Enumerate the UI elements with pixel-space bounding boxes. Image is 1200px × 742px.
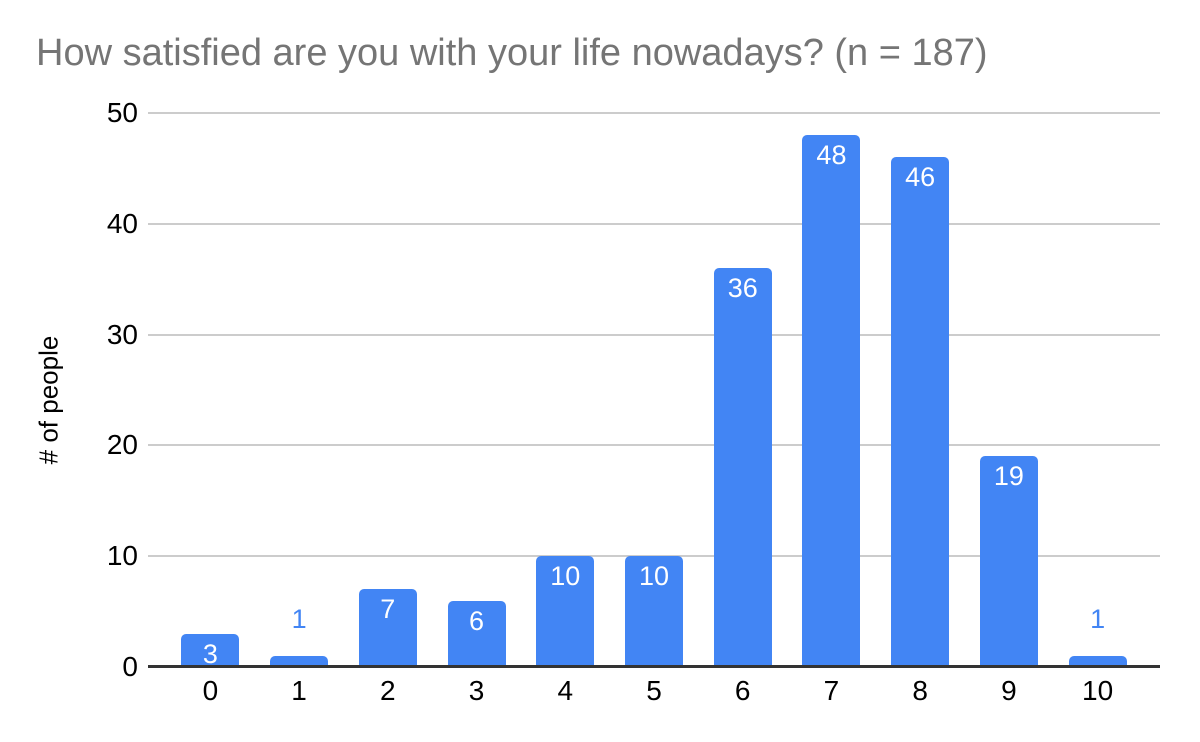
x-tick-label: 10	[1082, 675, 1114, 706]
bar	[181, 633, 240, 667]
bar-value-label: 10	[638, 561, 670, 592]
bar-value-label: 10	[550, 561, 581, 592]
y-tick-label: 0	[122, 651, 138, 682]
bar-value-label: 46	[905, 162, 936, 193]
x-tick-label: 9	[1001, 675, 1017, 706]
x-tick-label: 6	[734, 675, 751, 706]
bar	[625, 556, 683, 667]
bar-value-label: 7	[380, 594, 396, 625]
gridline	[148, 333, 1160, 336]
bar-value-label: 1	[1090, 603, 1106, 634]
bar-value-label: 1	[291, 603, 307, 634]
x-tick-label: 8	[912, 675, 928, 706]
bar-value-label: 36	[727, 273, 758, 304]
gridline	[148, 444, 1160, 447]
x-tick-label: 3	[468, 675, 485, 706]
bar-value-label: 6	[469, 605, 485, 636]
bar	[802, 135, 861, 667]
gridline	[148, 222, 1160, 225]
bar	[270, 655, 329, 667]
x-tick-label: 7	[823, 675, 840, 706]
bar	[979, 456, 1038, 667]
x-tick-label: 2	[380, 675, 396, 706]
y-tick-label: 20	[106, 429, 138, 461]
x-tick-label: 0	[202, 675, 219, 706]
x-axis-line	[148, 665, 1160, 668]
plot-area: 3 1 7 6 10 10 36 48 46 19 1	[148, 112, 1160, 669]
bar	[891, 157, 950, 667]
y-tick-label: 40	[106, 207, 138, 239]
y-tick-label: 30	[106, 318, 138, 350]
bar	[1068, 655, 1127, 667]
x-tick-label: 1	[291, 675, 307, 706]
bar	[358, 589, 417, 667]
bar-value-label: 48	[816, 140, 847, 171]
bar	[447, 600, 506, 667]
x-tick-label: 4	[557, 675, 574, 706]
bar-value-label: 19	[993, 461, 1024, 492]
y-tick-label: 10	[106, 540, 138, 572]
bar-value-label: 3	[202, 638, 218, 669]
gridline	[148, 112, 1160, 114]
x-tick-label: 5	[646, 675, 662, 706]
bar	[713, 268, 772, 667]
bar	[536, 556, 595, 667]
y-tick-label: 50	[106, 97, 138, 128]
chart-title: How satisfied are you with your life now…	[36, 32, 988, 74]
